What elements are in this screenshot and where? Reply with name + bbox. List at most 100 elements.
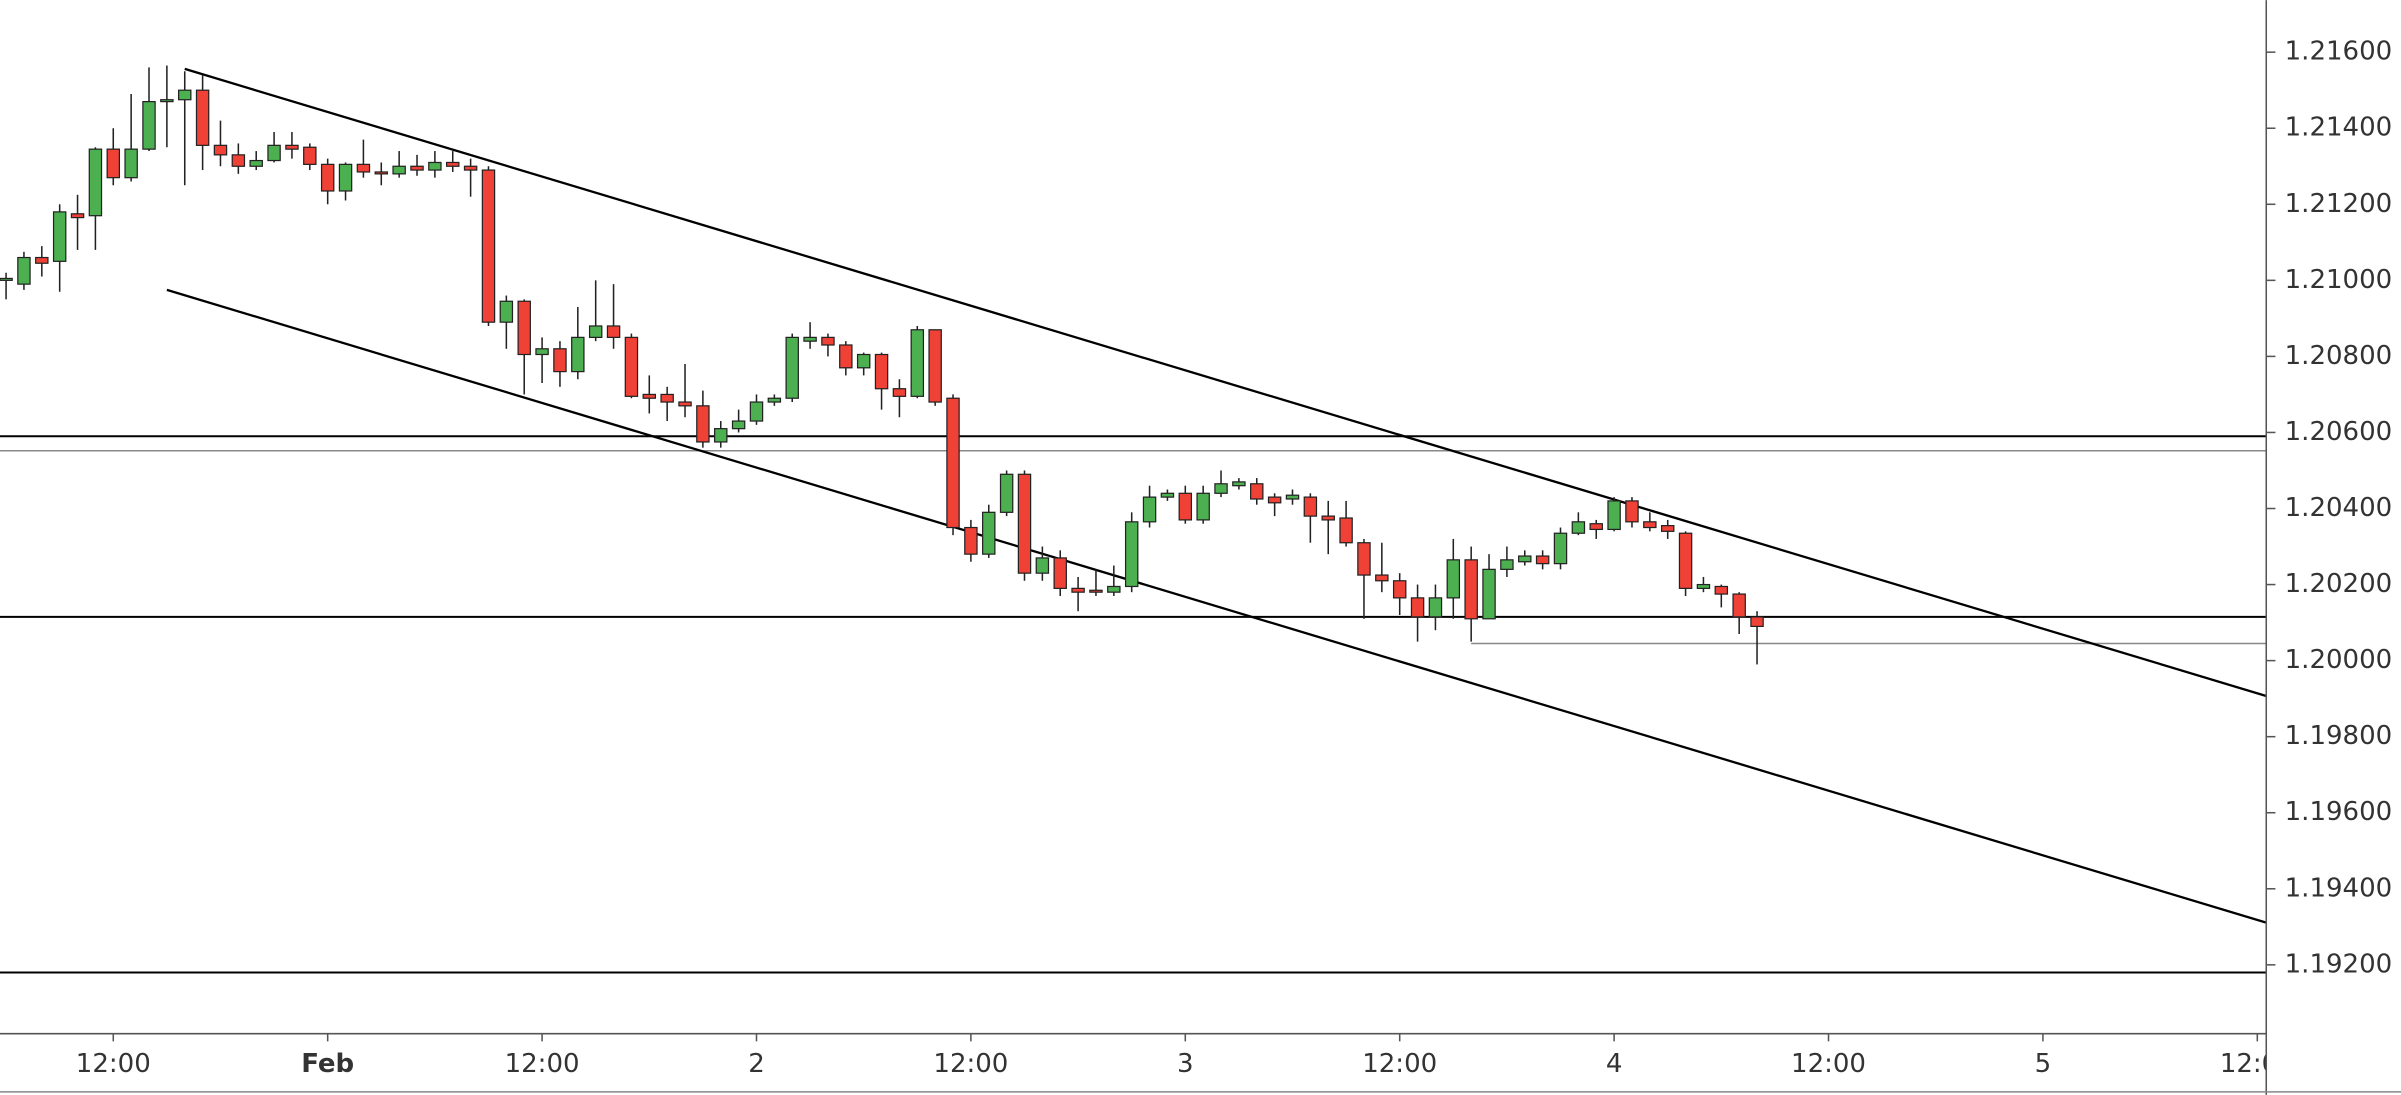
candle-body — [1285, 494, 1300, 500]
candle-body — [1392, 580, 1407, 599]
trend-line — [166, 288, 2267, 924]
candle-body — [1232, 481, 1246, 487]
candle-body — [285, 144, 299, 150]
candle-body — [749, 401, 764, 422]
candle-body — [267, 144, 281, 162]
candle-body — [410, 165, 424, 171]
candle-body — [142, 100, 156, 150]
candle-body — [874, 353, 889, 390]
candle-body — [1678, 532, 1693, 589]
candle-body — [714, 428, 728, 443]
candle-body — [1482, 568, 1496, 620]
candle-body — [1107, 585, 1121, 593]
candle-body — [696, 405, 710, 443]
y-tick-label: 1.20400 — [2285, 493, 2393, 523]
candle-body — [767, 397, 782, 403]
candle-body — [1428, 597, 1443, 618]
candle-body — [803, 336, 817, 342]
x-tick-label: 12:00 — [505, 1049, 580, 1079]
candle-body — [1357, 542, 1371, 576]
candle-body — [1553, 532, 1568, 565]
candle-body — [249, 159, 263, 167]
candle-body — [17, 256, 31, 285]
trend-line — [184, 67, 2267, 698]
x-tick-label: 4 — [1606, 1049, 1623, 1079]
x-tick-label: 12:00 — [2220, 1049, 2295, 1079]
candle-body — [642, 393, 657, 399]
candle-body — [1607, 500, 1621, 531]
candle-body — [553, 348, 567, 373]
candle-body — [88, 148, 103, 217]
candle-body — [1571, 521, 1586, 534]
candle-body — [195, 89, 210, 146]
candle-body — [1750, 616, 1764, 628]
candle-body — [160, 99, 174, 103]
y-tick-label: 1.21000 — [2285, 265, 2393, 295]
candle-body — [1089, 589, 1103, 593]
candle-body — [821, 336, 835, 346]
candle-body — [338, 163, 353, 192]
candle-body — [356, 163, 371, 173]
x-tick-label: 12:00 — [1791, 1049, 1866, 1079]
candle-body — [624, 336, 639, 397]
candle-body — [213, 144, 228, 156]
y-tick-label: 1.19400 — [2285, 873, 2393, 903]
candle-body — [1303, 496, 1318, 517]
candle-body — [1446, 559, 1461, 599]
candle-body — [1500, 559, 1514, 570]
candle-body — [481, 169, 496, 323]
candle-body — [1714, 585, 1729, 595]
candle-body — [320, 163, 335, 192]
y-tick-label: 1.21600 — [2285, 37, 2393, 67]
candle-body — [785, 336, 799, 399]
candle-body — [910, 329, 925, 397]
candle-body — [1660, 525, 1675, 532]
candle-body — [1518, 555, 1532, 563]
candle-body — [303, 146, 317, 165]
candle-body — [946, 397, 960, 529]
candle-body — [1267, 496, 1282, 504]
candle-body — [106, 148, 121, 179]
candle-body — [606, 325, 621, 338]
y-tick-label: 1.20200 — [2285, 569, 2393, 599]
candle-body — [1053, 557, 1067, 589]
x-tick-label: Feb — [301, 1049, 354, 1079]
candle-body — [35, 256, 49, 264]
y-axis: 1.21600 1.21400 1.21200 1.21000 1.20800 1.206… — [2266, 37, 2393, 979]
candle-body — [1160, 492, 1175, 498]
candle-body — [178, 89, 192, 101]
candle-body — [499, 300, 514, 323]
y-tick-label: 1.21400 — [2285, 113, 2393, 143]
candle-body — [374, 171, 389, 175]
x-tick-label: 12:00 — [933, 1049, 1008, 1079]
candle-body — [839, 344, 853, 369]
candle-body — [392, 165, 406, 175]
candle-body — [1375, 574, 1389, 582]
candle-body — [1464, 559, 1478, 620]
candle-body — [964, 526, 978, 555]
candle-body — [982, 511, 996, 555]
candle-body — [428, 161, 442, 171]
candle-body — [856, 353, 871, 369]
candle-body — [1196, 492, 1210, 521]
candle-body — [1124, 521, 1139, 588]
candle-body — [1142, 496, 1157, 523]
candle-body — [678, 401, 692, 407]
candle-body — [535, 348, 549, 356]
candle-body — [1178, 492, 1193, 521]
candle-body — [1250, 483, 1264, 500]
candle-body — [1643, 521, 1657, 529]
candle-body — [660, 393, 674, 403]
candle-body — [446, 161, 460, 167]
candle-body — [52, 211, 67, 262]
x-axis: 12:00 Feb 12:00 2 12:00 3 12:00 4 12:00 5 12:00 — [76, 1033, 2295, 1079]
candle-body — [1410, 597, 1425, 618]
x-tick-label: 12:00 — [1362, 1049, 1437, 1079]
y-tick-label: 1.21200 — [2285, 189, 2393, 219]
candle-body — [517, 300, 531, 356]
x-tick-label: 12:00 — [76, 1049, 151, 1079]
candle-body — [999, 473, 1014, 513]
